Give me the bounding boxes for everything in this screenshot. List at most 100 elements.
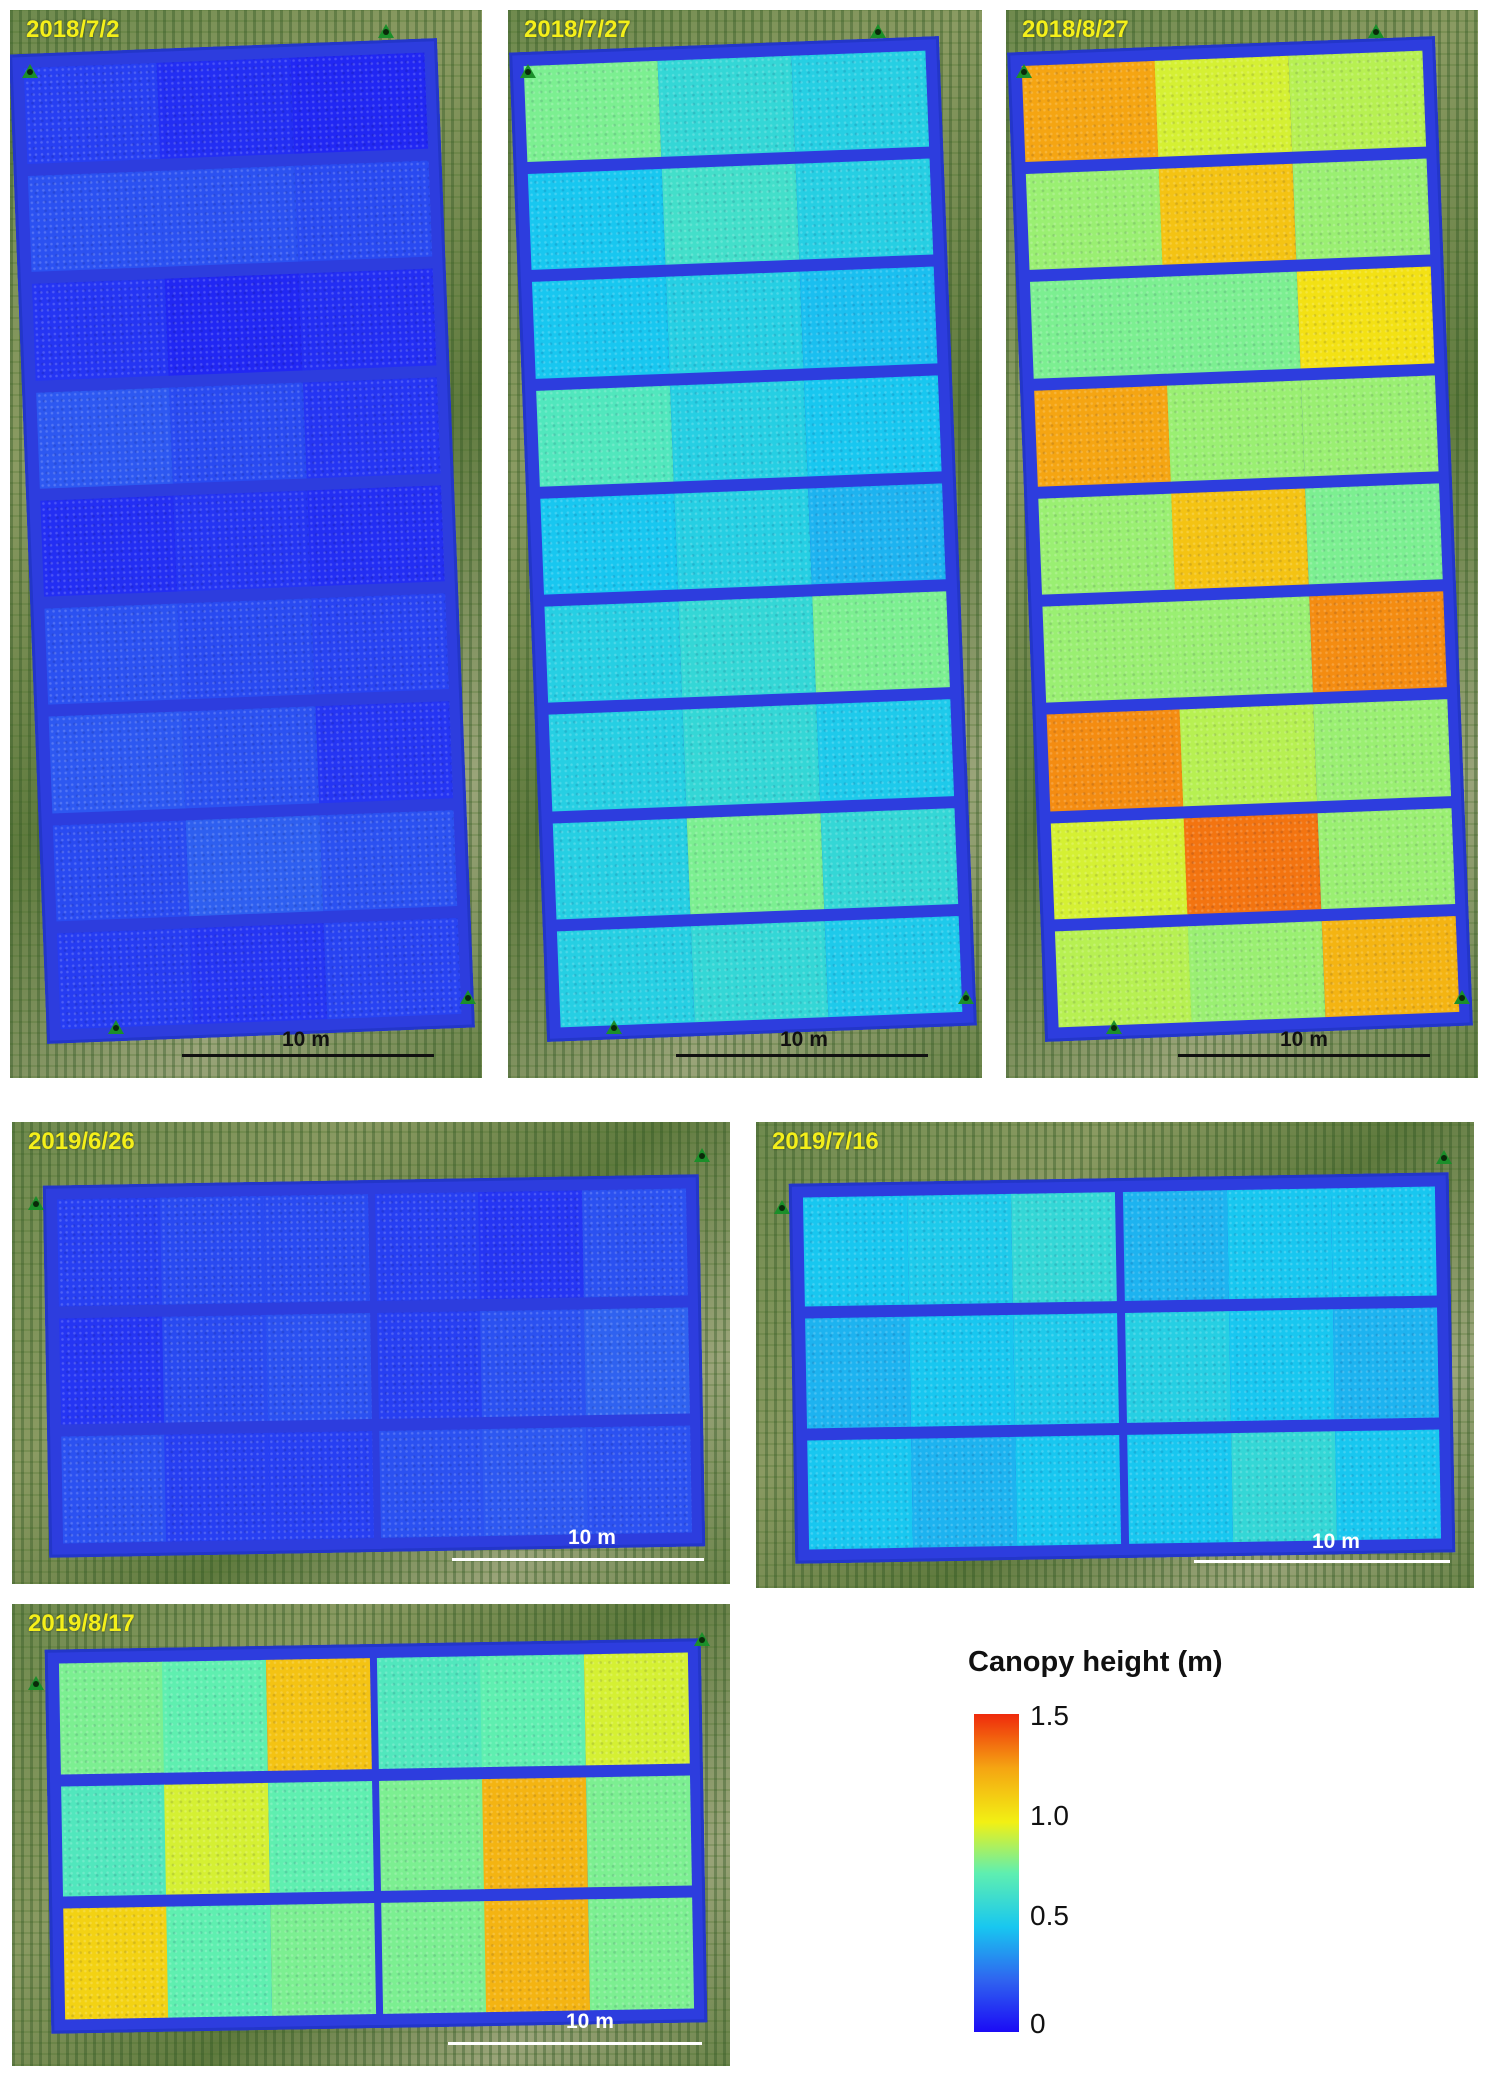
canopy-plot xyxy=(1163,272,1301,374)
canopy-plot xyxy=(164,1433,271,1542)
field-area xyxy=(42,1174,706,1558)
panel-date-label: 2019/6/26 xyxy=(28,1128,135,1155)
canopy-plot xyxy=(816,699,955,801)
canopy-plot xyxy=(1021,60,1160,163)
canopy-plot xyxy=(173,490,312,592)
canopy-plot xyxy=(1034,385,1172,487)
canopy-plot xyxy=(1304,483,1443,585)
canopy-plot xyxy=(265,1312,372,1422)
canopy-plot xyxy=(1229,1309,1335,1421)
canopy-plot xyxy=(583,1652,690,1765)
canopy-plot xyxy=(323,917,461,1020)
canopy-plot xyxy=(1042,601,1181,703)
canopy-plot xyxy=(267,1780,374,1894)
ground-control-point-icon xyxy=(108,1020,124,1034)
canopy-plot xyxy=(1015,1434,1122,1546)
canopy-plot xyxy=(527,169,666,271)
map-panel-2019-6-26: 2019/6/26 10 m xyxy=(12,1122,730,1584)
canopy-plot xyxy=(1038,493,1176,595)
canopy-plot xyxy=(374,1192,481,1301)
canopy-plot xyxy=(587,1897,694,2011)
canopy-plot xyxy=(1330,1186,1437,1298)
canopy-plot xyxy=(909,1315,1015,1427)
canopy-plot xyxy=(315,701,453,803)
scale-bar xyxy=(452,1558,704,1561)
canopy-plot xyxy=(1300,375,1439,477)
canopy-plot xyxy=(1046,709,1185,812)
field-area xyxy=(1007,36,1473,1042)
ground-control-point-icon xyxy=(774,1200,790,1214)
scale-bar-label: 10 m xyxy=(1312,1530,1360,1553)
canopy-plot xyxy=(1308,591,1447,693)
canopy-plot xyxy=(58,1661,165,1775)
canopy-plot xyxy=(682,704,821,806)
canopy-plot xyxy=(269,1903,376,2016)
ground-control-point-icon xyxy=(378,24,394,38)
ground-control-point-icon xyxy=(958,990,974,1004)
canopy-plot xyxy=(556,926,695,1028)
scale-bar xyxy=(1194,1560,1450,1563)
canopy-plot xyxy=(1167,380,1305,482)
canopy-plot xyxy=(1321,915,1459,1018)
canopy-plot xyxy=(480,1308,587,1418)
canopy-plot xyxy=(1226,1188,1333,1300)
colorbar-tick-label: 1.0 xyxy=(1030,1800,1069,1831)
canopy-plot xyxy=(160,1195,267,1305)
canopy-plot xyxy=(381,1901,488,2014)
canopy-plot xyxy=(27,171,166,273)
canopy-plot xyxy=(161,165,299,268)
canopy-plot xyxy=(298,268,437,371)
canopy-plot xyxy=(1179,704,1318,806)
canopy-plot xyxy=(56,928,195,1030)
canopy-plot xyxy=(1317,807,1455,909)
canopy-plot xyxy=(177,598,316,700)
canopy-plot xyxy=(190,922,328,1025)
canopy-plot xyxy=(674,488,812,590)
canopy-plot xyxy=(548,709,687,812)
canopy-plot xyxy=(552,817,691,920)
panel-date-label: 2018/7/2 xyxy=(26,16,120,43)
canopy-plot xyxy=(1050,817,1189,920)
canopy-plot xyxy=(1188,920,1326,1023)
panel-date-label: 2019/7/16 xyxy=(772,1128,879,1155)
canopy-plot xyxy=(48,711,187,814)
canopy-plot xyxy=(808,483,946,585)
canopy-plot xyxy=(1231,1430,1338,1543)
panel-date-label: 2019/8/17 xyxy=(28,1610,135,1637)
map-panel-2018-7-27: 2018/7/27 10 m xyxy=(508,10,982,1078)
canopy-plot xyxy=(484,1899,591,2013)
canopy-plot xyxy=(1292,158,1430,261)
canopy-plot xyxy=(661,163,800,266)
ground-control-point-icon xyxy=(1016,64,1032,78)
ground-control-point-icon xyxy=(694,1632,710,1646)
canopy-plot xyxy=(63,1906,170,2020)
ground-control-point-icon xyxy=(460,990,476,1004)
canopy-plot xyxy=(310,593,449,695)
canopy-plot xyxy=(1013,1313,1119,1425)
field-area xyxy=(44,1638,708,2034)
map-panel-2019-7-16: 2019/7/16 10 m xyxy=(756,1122,1474,1588)
canopy-plot xyxy=(480,1654,587,1767)
canopy-plot xyxy=(482,1427,589,1537)
ground-control-point-icon xyxy=(28,1196,44,1210)
colorbar-tick-label: 0.5 xyxy=(1030,1900,1069,1931)
canopy-plot xyxy=(585,1775,692,1888)
canopy-plot xyxy=(31,279,170,381)
canopy-plot xyxy=(263,1194,370,1303)
map-panel-2018-8-27: 2018/8/27 10 m xyxy=(1006,10,1478,1078)
scale-bar xyxy=(448,2042,702,2045)
canopy-plot xyxy=(482,1776,589,1890)
canopy-plot xyxy=(294,160,432,263)
canopy-plot xyxy=(824,915,963,1018)
canopy-plot xyxy=(376,1656,483,1769)
ground-control-point-icon xyxy=(1106,1020,1122,1034)
canopy-plot xyxy=(583,1307,690,1416)
canopy-plot xyxy=(585,1425,692,1535)
canopy-plot xyxy=(267,1431,374,1540)
canopy-plot xyxy=(165,274,303,376)
field-area xyxy=(788,1172,1456,1564)
scale-bar-label: 10 m xyxy=(282,1028,330,1051)
colorbar-tick-label: 1.5 xyxy=(1030,1700,1069,1731)
canopy-plot xyxy=(581,1188,688,1297)
map-panel-2018-7-2: 2018/7/2 10 m xyxy=(10,10,482,1078)
